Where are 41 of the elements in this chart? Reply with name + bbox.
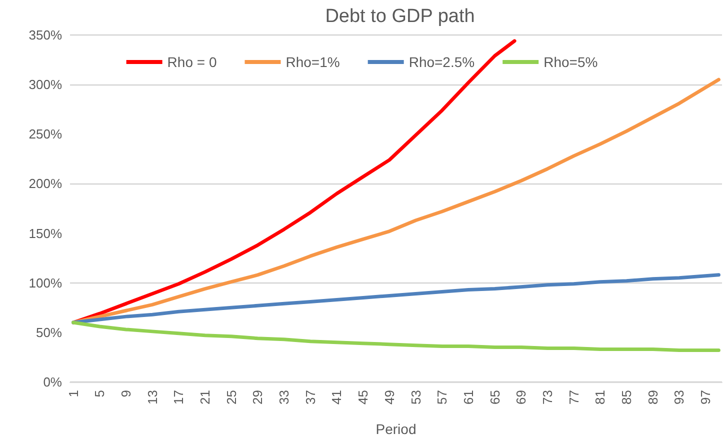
x-tick-label: 81 (592, 390, 608, 404)
x-tick-label: 17 (171, 390, 186, 404)
x-tick-label: 45 (356, 390, 371, 404)
y-tick-label: 350% (28, 28, 62, 42)
x-tick-label: 29 (250, 390, 266, 404)
y-tick-label: 0% (43, 374, 62, 390)
line-series (72, 273, 720, 324)
y-tick-label: 100% (28, 275, 62, 290)
x-tick-label: 61 (460, 390, 476, 404)
y-tick-label: 50% (36, 324, 62, 340)
y-tick-label: 250% (28, 126, 62, 142)
chart-title: Debt to GDP path (325, 6, 475, 27)
x-tick-label: 85 (619, 390, 634, 404)
x-tick-label: 69 (514, 390, 529, 404)
y-tick-label: 200% (28, 176, 62, 192)
legend-label: Rho = 0 (167, 54, 217, 70)
x-tick-label: 33 (276, 390, 292, 404)
x-tick-label: 97 (698, 390, 714, 404)
legend-label: Rho=2.5% (408, 54, 475, 70)
x-tick-label: 25 (224, 390, 239, 404)
x-tick-label: 5 (92, 390, 108, 398)
y-tick-label: 300% (28, 77, 62, 92)
x-tick-label: 13 (144, 390, 160, 404)
x-tick-label: 73 (540, 390, 555, 404)
x-tick-label: 21 (198, 390, 213, 404)
x-tick-label: 65 (487, 390, 502, 404)
x-axis-title: Period (376, 421, 416, 437)
x-tick-label: 77 (566, 390, 582, 404)
legend-label: Rho=5% (544, 54, 598, 70)
legend-label: Rho=1% (286, 54, 340, 70)
x-tick-label: 93 (672, 390, 687, 404)
x-tick-label: 53 (408, 390, 424, 404)
x-tick-label: 41 (329, 390, 344, 404)
line-series (72, 320, 720, 352)
y-tick-label: 150% (28, 226, 62, 241)
x-tick-label: 49 (382, 390, 397, 404)
x-tick-label: 89 (645, 390, 660, 404)
x-tick-label: 1 (66, 390, 81, 398)
x-tick-label: 57 (434, 390, 450, 404)
x-tick-label: 9 (118, 390, 134, 398)
x-tick-label: 37 (302, 390, 318, 404)
